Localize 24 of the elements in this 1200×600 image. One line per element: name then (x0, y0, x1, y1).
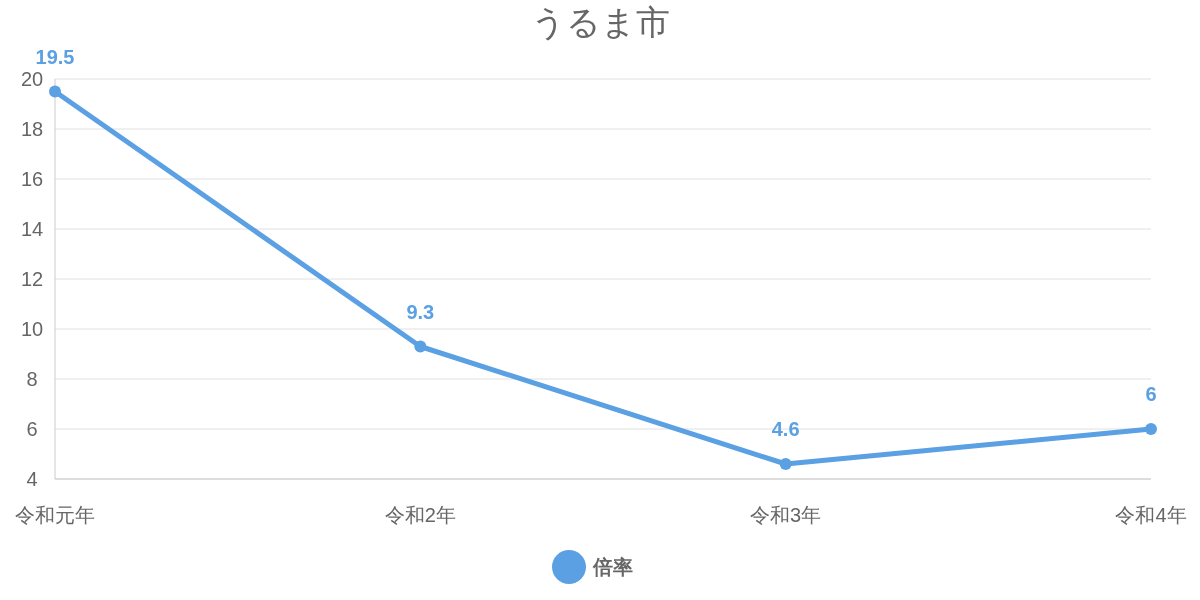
data-label: 19.5 (35, 45, 75, 68)
y-tick-label: 16 (20, 168, 44, 190)
point (49, 85, 61, 98)
x-tick-label: 令和元年 (15, 504, 95, 526)
y-tick-label: 6 (26, 418, 38, 440)
x-tick-label: 令和3年 (750, 504, 822, 526)
y-tick-label: 12 (20, 268, 44, 290)
data-label: 4.6 (771, 418, 800, 440)
chart-title: うるま市 (530, 3, 670, 41)
y-tick-label: 14 (20, 218, 44, 240)
y-tick-label: 18 (20, 118, 44, 140)
y-tick-label: 20 (20, 68, 44, 90)
y-tick-label: 10 (20, 318, 44, 340)
y-tick-label: 8 (26, 368, 38, 390)
data-label: 6 (1145, 383, 1157, 405)
point (1145, 423, 1157, 435)
x-tick-label: 令和4年 (1115, 504, 1187, 526)
legend-label: 倍率 (592, 556, 633, 578)
legend: 倍率 (552, 550, 633, 584)
x-tick-label: 令和2年 (384, 504, 456, 526)
y-tick-label: 4 (26, 468, 38, 490)
point (414, 340, 427, 353)
data-label: 9.3 (406, 300, 435, 323)
point (779, 458, 792, 470)
